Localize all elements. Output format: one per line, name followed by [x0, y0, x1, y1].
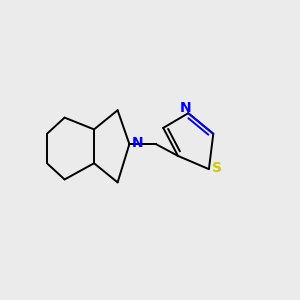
Text: S: S [212, 161, 222, 175]
Text: N: N [179, 101, 191, 115]
Text: N: N [132, 136, 143, 150]
